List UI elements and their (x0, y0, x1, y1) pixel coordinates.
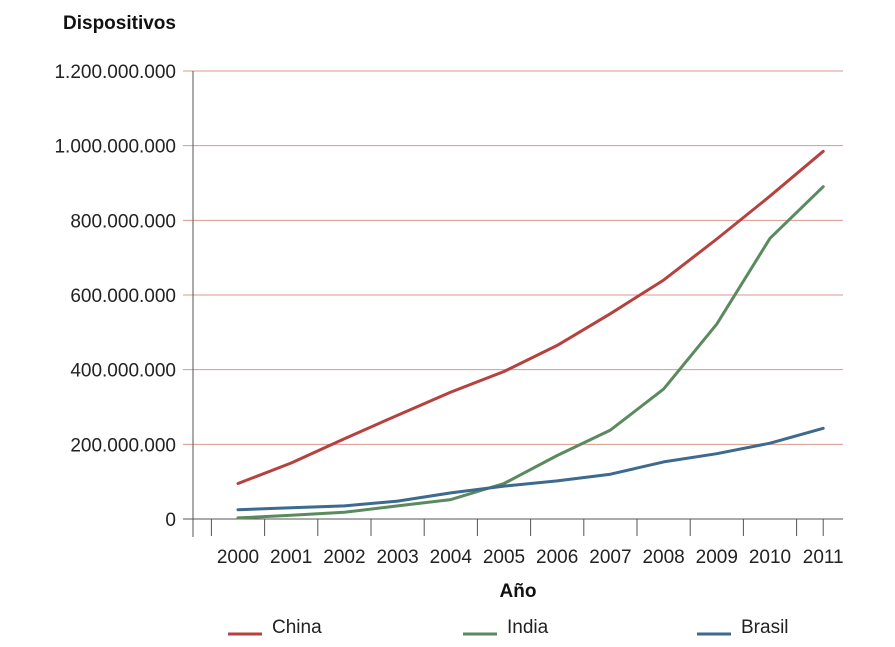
grid-lines (183, 70, 843, 445)
x-tick-label: 2006 (536, 547, 578, 568)
x-tick-label: 2008 (642, 547, 684, 568)
x-tick-label: 2007 (589, 547, 631, 568)
x-tick-label: 2004 (430, 547, 473, 568)
legend-label-brasil: Brasil (741, 617, 789, 638)
y-tick-label: 0 (165, 510, 176, 531)
x-tick-label: 2011 (803, 547, 844, 568)
y-tick-label: 1.200.000.000 (54, 62, 176, 83)
x-axis: 2000 2001 2002 2003 2004 2005 2006 2007 2008 2009… (183, 518, 844, 568)
y-tick-label: 1.000.000.000 (54, 137, 176, 158)
y-axis: 0 200.000.000 400.000.000 600.000.000 800.00… (54, 62, 194, 537)
y-tick-label: 600.000.000 (70, 286, 176, 307)
y-axis-title: Dispositivos (63, 13, 176, 34)
legend: China India Brasil (228, 617, 789, 638)
x-tick-label: 2002 (323, 547, 365, 568)
y-tick-label: 800.000.000 (70, 211, 176, 232)
series-line-china (236, 149, 825, 485)
x-tick-label: 2003 (376, 547, 418, 568)
series-lines (236, 149, 825, 520)
x-axis-title: Año (500, 581, 537, 602)
series-line-india (236, 185, 825, 520)
x-tick-label: 2001 (270, 547, 312, 568)
y-tick-label: 200.000.000 (70, 435, 176, 456)
legend-label-india: India (507, 617, 549, 638)
x-tick-label: 2009 (696, 547, 738, 568)
legend-label-china: China (272, 617, 322, 638)
y-tick-label: 400.000.000 (70, 361, 176, 382)
x-tick-label: 2000 (217, 547, 259, 568)
series-line-brasil (236, 426, 825, 512)
x-tick-label: 2010 (749, 547, 791, 568)
x-tick-label: 2005 (483, 547, 525, 568)
